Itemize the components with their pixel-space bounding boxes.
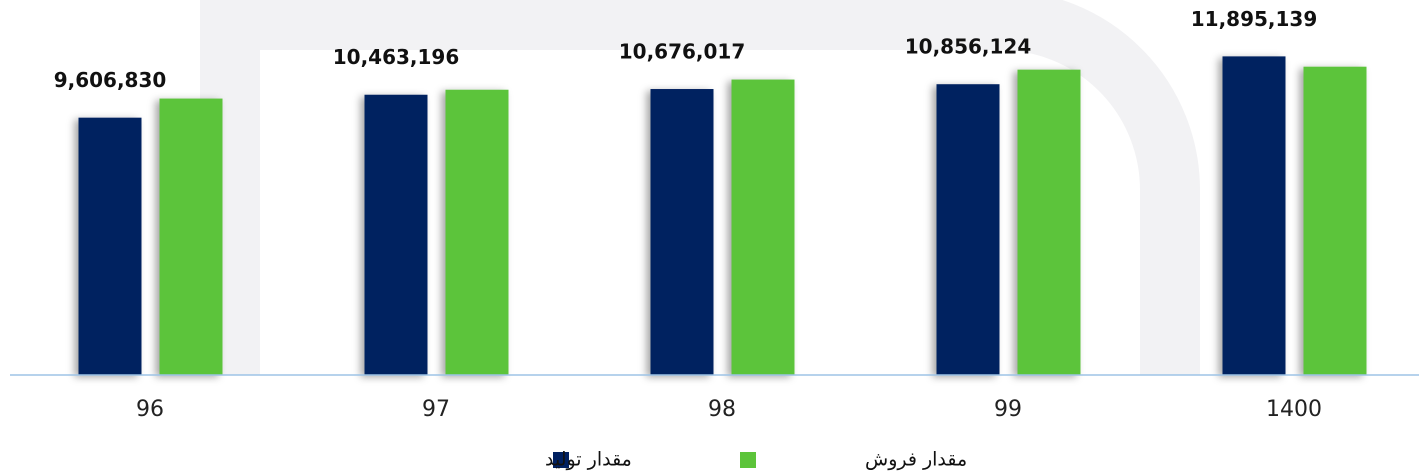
legend-swatch — [740, 452, 756, 468]
bar — [159, 98, 223, 376]
x-tick-label: 99 — [994, 397, 1022, 422]
bar — [364, 94, 428, 375]
x-tick-label: 1400 — [1266, 397, 1322, 422]
value-label: 10,856,124 — [905, 35, 1032, 59]
bar — [936, 84, 1000, 375]
x-tick-label: 98 — [708, 397, 736, 422]
bar — [731, 79, 795, 375]
legend-label: مقدار فروش — [865, 449, 967, 471]
value-label: 10,676,017 — [619, 40, 746, 64]
value-label: 10,463,196 — [333, 45, 460, 69]
x-tick-label: 96 — [136, 397, 164, 422]
bar — [1017, 69, 1081, 376]
bar — [445, 89, 509, 375]
value-label: 11,895,139 — [1191, 7, 1318, 31]
bar — [1222, 56, 1286, 375]
legend-label: مقدار تولید — [545, 449, 632, 471]
bar — [78, 117, 142, 375]
x-tick-label: 97 — [422, 397, 450, 422]
bar — [650, 89, 714, 376]
bar — [1303, 66, 1367, 376]
legend-swatch — [553, 452, 569, 468]
value-label: 9,606,830 — [54, 68, 167, 92]
watermark — [200, 0, 1200, 375]
